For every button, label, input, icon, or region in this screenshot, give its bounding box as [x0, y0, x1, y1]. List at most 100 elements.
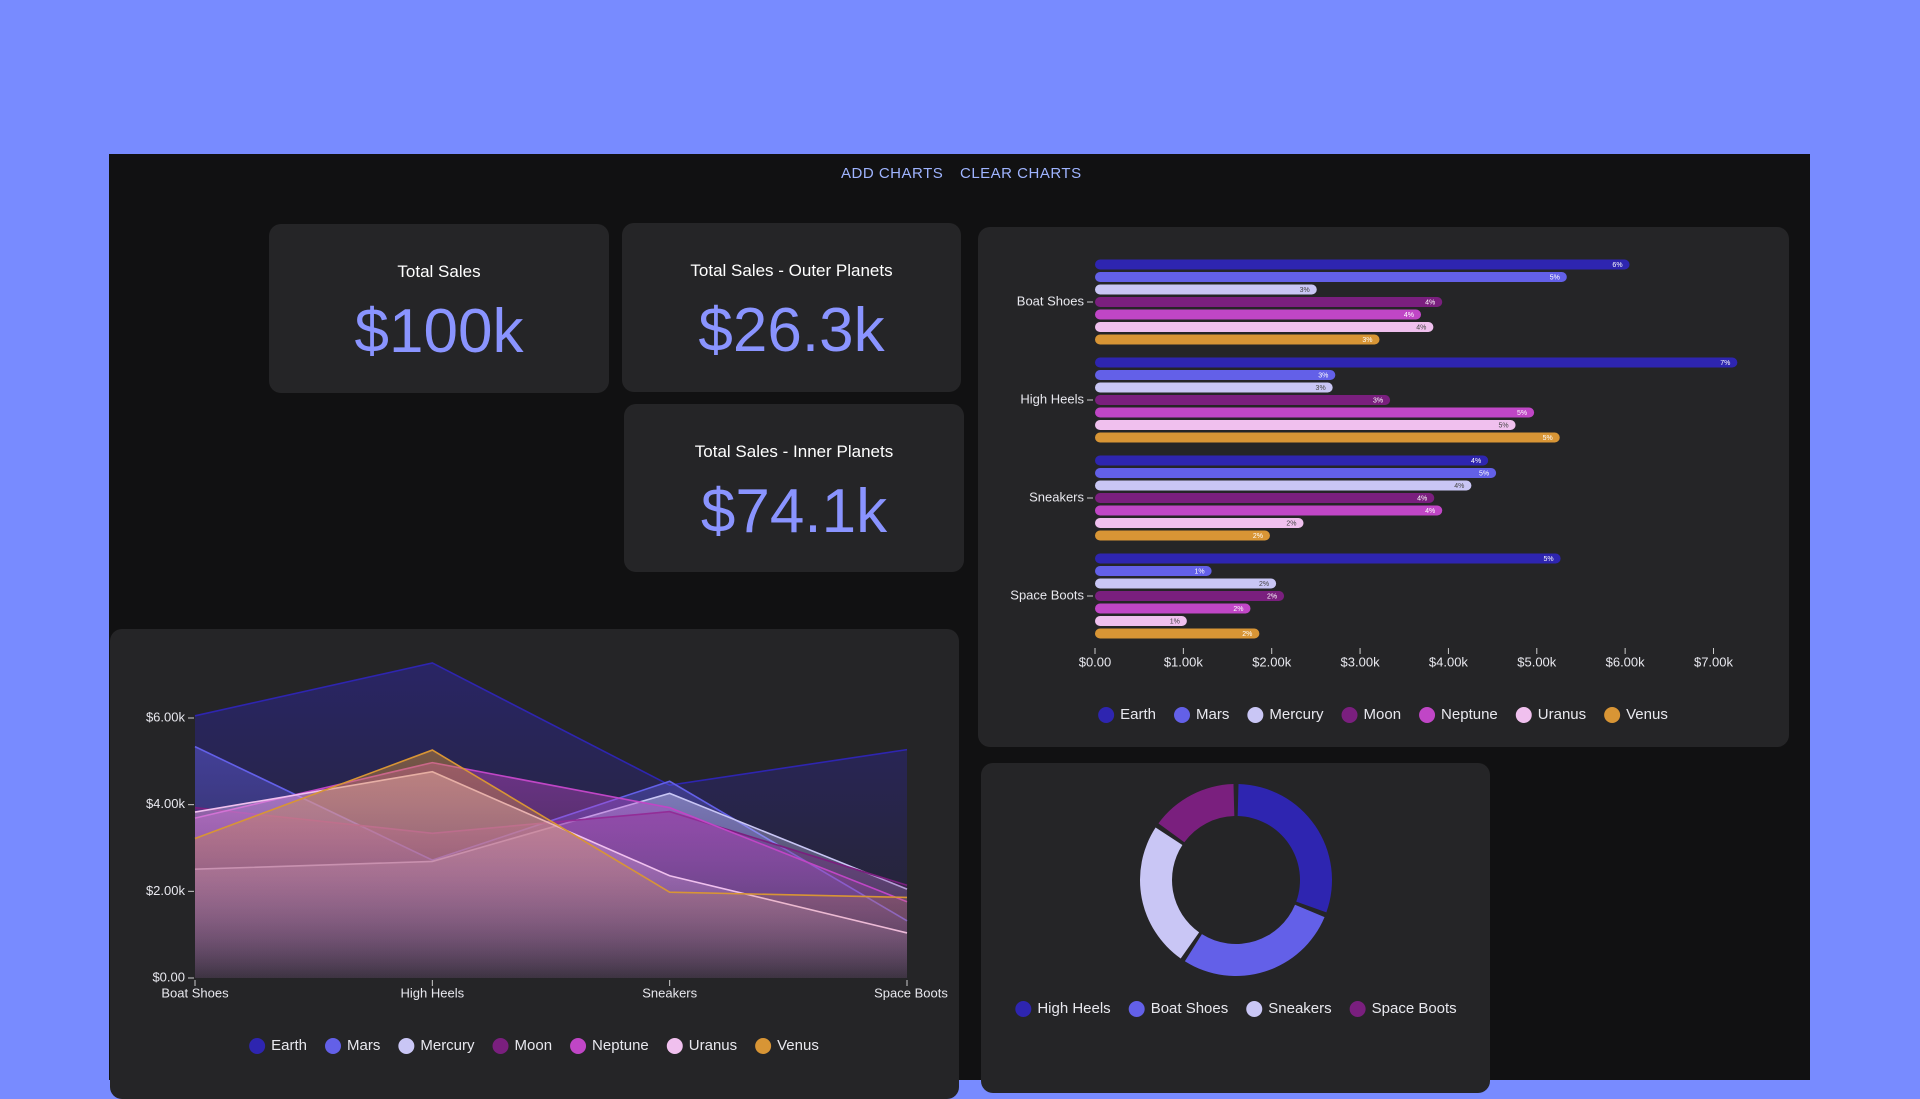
y-tick-label: Boat Shoes	[1017, 293, 1085, 308]
legend-label: Neptune	[1441, 706, 1498, 723]
legend-swatch	[1247, 707, 1264, 723]
bar-value-label: 5%	[1498, 422, 1508, 429]
bar-value-label: 3%	[1300, 287, 1310, 294]
legend-label: Venus	[777, 1037, 819, 1054]
bar	[1095, 578, 1277, 589]
legend-swatch	[249, 1038, 266, 1054]
area	[195, 750, 907, 978]
legend: Earth Mars Mercury Moon Neptune Uranus Venus	[249, 1037, 819, 1054]
legend-swatch	[666, 1038, 683, 1054]
kpi-title: Total Sales - Outer Planets	[690, 261, 893, 280]
legend-swatch	[1015, 1001, 1032, 1017]
y-tick-label: $2.00k	[146, 883, 186, 898]
bar-value-label: 4%	[1404, 312, 1414, 319]
bar	[1095, 272, 1567, 282]
x-tick-label: Boat Shoes	[161, 985, 229, 1000]
bar	[1095, 284, 1317, 295]
bar	[1095, 628, 1260, 639]
bar	[1095, 432, 1560, 443]
bar	[1095, 553, 1561, 564]
bar-value-label: 5%	[1543, 435, 1553, 442]
bar-value-label: 6%	[1612, 262, 1622, 269]
bar	[1095, 518, 1304, 528]
clear-charts-button[interactable]: CLEAR CHARTS	[960, 165, 1082, 182]
y-tick-label: High Heels	[1020, 391, 1084, 406]
kpi-card: Total Sales $100k	[269, 224, 609, 393]
legend-swatch	[1349, 1001, 1366, 1017]
legend-label: Boat Shoes	[1151, 1000, 1229, 1017]
kpi-value: $26.3k	[698, 296, 885, 365]
legend-swatch	[570, 1038, 587, 1054]
bar-value-label: 2%	[1259, 581, 1269, 588]
bar	[1095, 259, 1630, 270]
x-tick-label: $2.00k	[1252, 654, 1292, 669]
x-tick-label: Sneakers	[642, 985, 697, 1000]
legend-label: Uranus	[689, 1037, 737, 1054]
legend-swatch	[1341, 707, 1358, 723]
bar	[1095, 480, 1472, 491]
bar	[1095, 395, 1391, 405]
bar-value-label: 3%	[1362, 337, 1372, 344]
bar	[1095, 566, 1212, 576]
legend-label: Mercury	[1269, 706, 1324, 723]
bar-value-label: 4%	[1417, 495, 1427, 502]
bar	[1095, 334, 1380, 345]
legend-label: Moon	[1364, 706, 1402, 723]
legend-label: Neptune	[592, 1037, 649, 1054]
kpi-title: Total Sales - Inner Planets	[694, 442, 894, 461]
bar	[1095, 420, 1516, 430]
kpi-card: Total Sales - Inner Planets $74.1k	[624, 404, 964, 572]
legend-label: Uranus	[1538, 706, 1586, 723]
bar	[1095, 493, 1435, 503]
legend-label: Space Boots	[1372, 1000, 1457, 1017]
x-tick-label: High Heels	[401, 985, 465, 1000]
add-charts-button[interactable]: ADD CHARTS	[841, 165, 944, 182]
bar	[1095, 382, 1333, 393]
kpi-value: $74.1k	[700, 477, 888, 546]
legend-swatch	[492, 1038, 509, 1054]
bar	[1095, 591, 1285, 601]
legend-swatch	[325, 1038, 342, 1054]
bar	[1095, 468, 1497, 478]
legend-swatch	[398, 1038, 415, 1054]
bar-value-label: 5%	[1517, 410, 1527, 417]
bar	[1095, 505, 1443, 516]
bar	[1095, 322, 1434, 332]
bar	[1095, 407, 1535, 418]
x-tick-label: $1.00k	[1164, 654, 1204, 669]
legend-label: High Heels	[1037, 1000, 1110, 1017]
bar-value-label: 4%	[1454, 483, 1464, 490]
bar	[1095, 357, 1738, 368]
x-tick-label: $3.00k	[1341, 654, 1381, 669]
bar-value-label: 2%	[1267, 593, 1277, 600]
legend-swatch	[1515, 707, 1532, 723]
legend-label: Sneakers	[1268, 1000, 1331, 1017]
legend-label: Earth	[271, 1037, 307, 1054]
bar-value-label: 4%	[1471, 458, 1481, 465]
legend-label: Mercury	[420, 1037, 475, 1054]
line	[194, 749, 908, 899]
bar-value-label: 3%	[1316, 385, 1326, 392]
donut-segment	[1158, 784, 1235, 843]
kpi-title: Total Sales	[397, 262, 481, 281]
bar	[1095, 603, 1251, 614]
legend-label: Mars	[1196, 706, 1229, 723]
x-tick-label: $5.00k	[1517, 654, 1557, 669]
bar	[1095, 370, 1336, 380]
legend-label: Venus	[1626, 706, 1668, 723]
bar-value-label: 5%	[1479, 470, 1489, 477]
donut-segment	[1184, 904, 1325, 977]
bar	[1095, 616, 1187, 626]
legend-label: Moon	[515, 1037, 553, 1054]
bar	[1095, 309, 1422, 320]
bar-value-label: 2%	[1286, 520, 1296, 527]
x-tick-label: $6.00k	[1606, 654, 1646, 669]
x-tick-label: Space Boots	[874, 985, 948, 1000]
bar	[1095, 455, 1489, 466]
legend-swatch	[1419, 707, 1436, 723]
bar-value-label: 5%	[1544, 556, 1554, 563]
bar-value-label: 4%	[1425, 299, 1435, 306]
legend-swatch	[1174, 707, 1191, 723]
legend: Earth Mars Mercury Moon Neptune Uranus Venus	[1098, 706, 1668, 723]
